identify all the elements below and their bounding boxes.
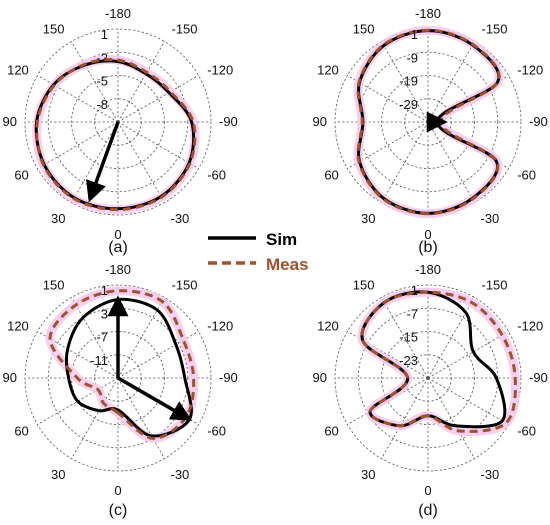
angle-tick-label: 150 [353, 277, 375, 292]
series-meas-line [35, 58, 197, 212]
radial-tick-label: -9 [406, 50, 418, 65]
legend-meas-label: Meas [266, 255, 309, 274]
angle-tick-label: 90 [3, 370, 17, 385]
angle-tick-label: 120 [317, 319, 339, 334]
angle-tick-label: -150 [482, 21, 508, 36]
angle-tick-label: 150 [43, 277, 65, 292]
grid-spoke [427, 331, 509, 379]
polar-plot-b: -180 -150 -120 -90 -60 -30 0 30 60 90 120 150 1 -9 -19… [313, 6, 548, 256]
beam-arrow [86, 121, 120, 203]
angle-tick-label: 30 [361, 211, 375, 226]
radial-tick-label: -2 [96, 50, 108, 65]
angle-tick-label: 0 [114, 227, 121, 242]
angle-tick-label: -150 [172, 277, 198, 292]
series-meas-glow [357, 287, 520, 436]
angle-tick-label: -60 [207, 168, 226, 183]
angle-tick-label: -30 [171, 467, 190, 482]
angle-tick-label: 60 [14, 424, 28, 439]
subfigure-label: (b) [418, 239, 438, 256]
angle-tick-label: 120 [7, 319, 29, 334]
radial-tick-label: -19 [399, 74, 418, 89]
angle-tick-label: -150 [482, 277, 508, 292]
polar-plot-a: -180 -150 -120 -90 -60 -30 0 30 60 90 120 150 1 -2 -5 -… [3, 6, 238, 256]
angle-tick-label: -120 [207, 63, 233, 78]
grid-ring [47, 51, 189, 193]
angle-tick-label: -60 [517, 168, 536, 183]
subfigure-label: (a) [108, 239, 128, 256]
angle-tick-label: -60 [207, 424, 226, 439]
angle-tick-label: 120 [317, 63, 339, 78]
subfigure-label: (d) [418, 502, 438, 519]
radial-tick-label: -23 [399, 353, 418, 368]
subfigure-label: (c) [109, 502, 128, 519]
angle-tick-label: -120 [207, 319, 233, 334]
grid-ring [71, 75, 165, 169]
radial-tick-label: 1 [411, 27, 418, 42]
angle-tick-label: -180 [105, 6, 131, 21]
angle-tick-label: -150 [172, 21, 198, 36]
angle-tick-label: 90 [3, 114, 17, 129]
beam-arrow [117, 376, 193, 421]
radial-tick-label: -29 [399, 97, 418, 112]
angle-tick-label: 30 [51, 467, 65, 482]
angle-tick-label: -90 [529, 114, 548, 129]
angle-tick-label: -90 [219, 370, 238, 385]
radial-tick-label: -7 [406, 306, 418, 321]
polar-plot-c: -180 -150 -120 -90 -60 -30 0 30 60 90 120 150 1 3 -7 -1… [3, 262, 238, 519]
grid-spoke [37, 121, 119, 169]
angle-tick-label: 60 [14, 168, 28, 183]
grid-ring [357, 51, 499, 193]
angle-tick-label: -180 [415, 6, 441, 21]
angle-tick-label: -120 [517, 319, 543, 334]
angle-tick-label: 0 [114, 483, 121, 498]
angle-tick-label: -90 [219, 114, 238, 129]
angle-tick-label: 90 [313, 114, 327, 129]
radial-tick-label: -7 [96, 330, 108, 345]
radial-tick-label: 1 [101, 283, 108, 298]
legend: Sim Meas [208, 230, 309, 274]
angle-tick-label: 0 [424, 483, 431, 498]
radial-tick-label: -11 [90, 353, 108, 368]
angle-tick-label: 30 [361, 467, 375, 482]
radial-tick-label: -15 [399, 330, 418, 345]
angle-tick-label: -30 [171, 211, 190, 226]
radial-tick-label: 1 [101, 27, 108, 42]
angle-tick-label: -180 [415, 262, 441, 277]
radial-tick-label: 1 [411, 283, 418, 298]
angle-tick-label: 150 [353, 21, 375, 36]
angle-tick-label: -30 [481, 211, 500, 226]
angle-tick-label: 90 [313, 370, 327, 385]
radial-tick-label: -8 [96, 97, 108, 112]
angle-tick-label: 60 [324, 424, 338, 439]
angle-tick-label: -120 [517, 63, 543, 78]
series-meas-line [360, 290, 517, 433]
grid-ring [47, 307, 189, 449]
angle-tick-label: 30 [51, 211, 65, 226]
angle-tick-label: -180 [105, 262, 131, 277]
legend-sim-label: Sim [266, 230, 297, 249]
radial-tick-label: 3 [101, 306, 108, 321]
angle-tick-label: -60 [517, 424, 536, 439]
grid-ring [381, 331, 475, 425]
angle-tick-label: 120 [7, 63, 29, 78]
angle-tick-label: -90 [529, 370, 548, 385]
radial-tick-label: -5 [96, 74, 108, 89]
angle-tick-label: 60 [324, 168, 338, 183]
series-meas-line [356, 28, 501, 216]
angle-tick-label: 150 [43, 21, 65, 36]
angle-tick-label: 0 [424, 227, 431, 242]
angle-tick-label: -30 [481, 467, 500, 482]
polar-plot-d: -180 -150 -120 -90 -60 -30 0 30 60 90 120 150 1 -7 -15… [313, 262, 548, 519]
grid-ring [381, 75, 475, 169]
